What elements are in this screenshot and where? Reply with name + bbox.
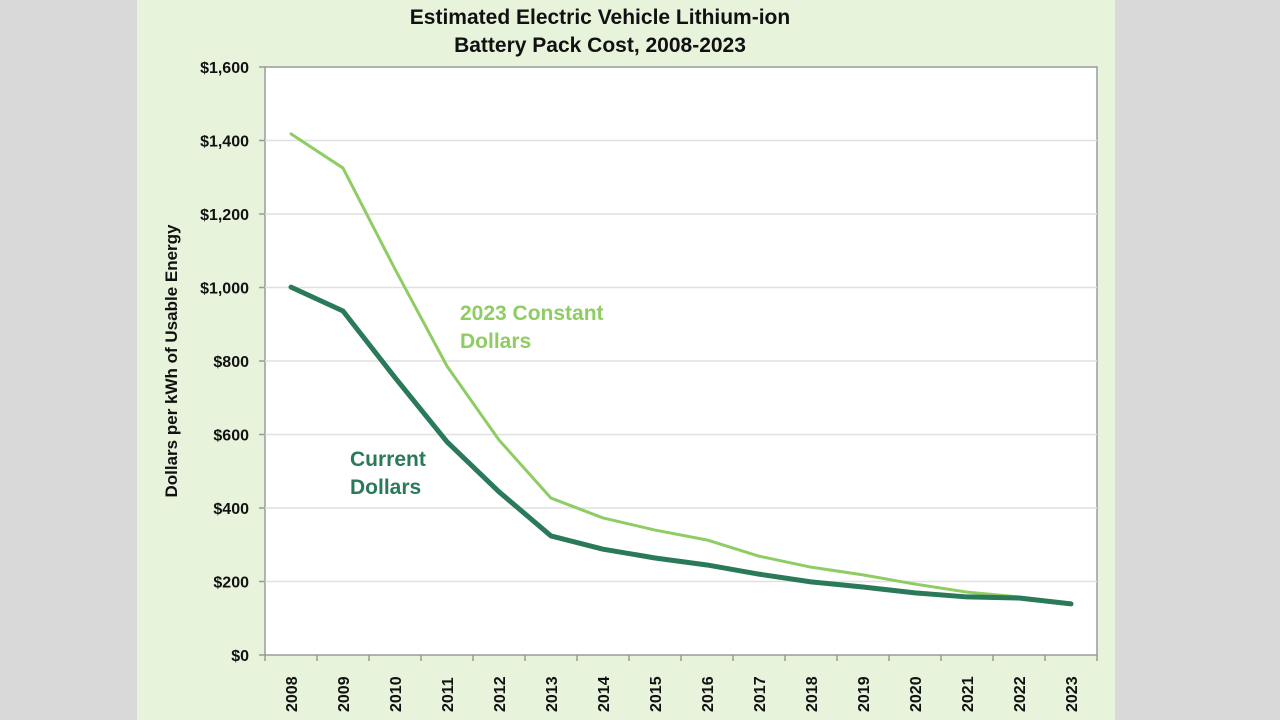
x-tick-label: 2021	[960, 676, 977, 712]
y-tick-label: $0	[231, 648, 249, 665]
y-tick-label: $200	[213, 575, 249, 592]
x-tick-label: 2017	[752, 676, 769, 712]
x-tick-label: 2011	[440, 677, 457, 712]
x-tick-label: 2014	[596, 676, 613, 712]
x-tick-label: 2023	[1064, 676, 1081, 712]
x-tick-label: 2018	[804, 676, 821, 712]
series-line-constant-dollars	[289, 132, 1073, 605]
y-tick-label: $1,200	[200, 207, 249, 224]
y-axis-label: Dollars per kWh of Usable Energy	[162, 224, 181, 498]
y-tick-label: $1,600	[200, 60, 249, 77]
annotation-constant-dollars-line-1: 2023 Constant	[460, 302, 604, 325]
chart-title-line-2: Battery Pack Cost, 2008-2023	[454, 34, 746, 57]
series-line-current-dollars	[288, 284, 1074, 607]
chart-title-line-1: Estimated Electric Vehicle Lithium-ion	[410, 6, 790, 29]
x-tick-label: 2008	[284, 676, 301, 712]
x-tick-label: 2010	[388, 676, 405, 712]
y-tick-label: $600	[213, 428, 249, 445]
annotation-current-dollars-line-2: Dollars	[350, 476, 421, 499]
x-tick-label: 2013	[544, 676, 561, 712]
y-tick-label: $800	[213, 354, 249, 371]
y-tick-label: $400	[213, 501, 249, 518]
x-tick-label: 2016	[700, 676, 717, 712]
x-tick-label: 2015	[648, 676, 665, 712]
x-tick-label: 2019	[856, 676, 873, 712]
x-tick-label: 2020	[908, 676, 925, 712]
annotation-constant-dollars-line-2: Dollars	[460, 330, 531, 353]
y-tick-label: $1,400	[200, 134, 249, 151]
y-tick-label: $1,000	[200, 281, 249, 298]
annotation-current-dollars-line-1: Current	[350, 448, 426, 471]
x-tick-label: 2022	[1012, 676, 1029, 712]
x-tick-label: 2012	[492, 676, 509, 712]
x-tick-label: 2009	[336, 676, 353, 712]
